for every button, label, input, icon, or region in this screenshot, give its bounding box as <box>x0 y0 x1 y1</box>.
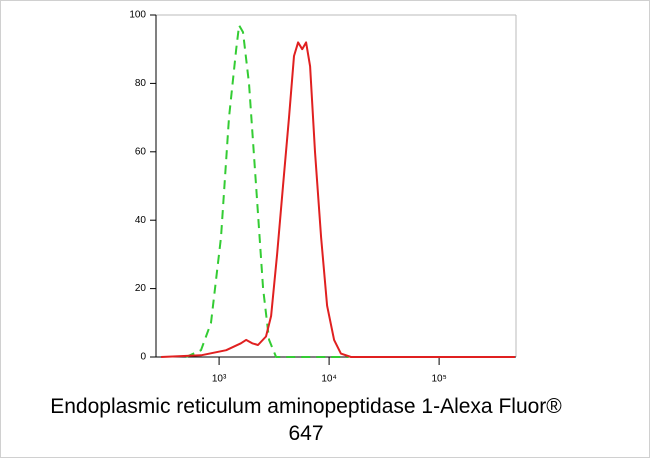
y-tick-label: 40 <box>135 215 147 226</box>
x-tick-label: 10³ <box>212 374 227 385</box>
chart: 0 20 40 60 80 100 10³ 10⁴ 10⁵ <box>129 10 517 385</box>
y-tick-label: 60 <box>135 146 147 157</box>
y-tick-label: 0 <box>140 352 146 363</box>
series-line <box>161 41 515 358</box>
y-tick-label: 80 <box>135 78 147 89</box>
x-tick-label: 10⁵ <box>431 374 446 385</box>
series-line <box>185 24 349 358</box>
y-tick-label: 20 <box>135 283 147 294</box>
y-tick-label: 100 <box>129 10 146 21</box>
x-axis-label: Endoplasmic reticulum aminopeptidase 1-A… <box>50 395 562 445</box>
x-tick-label: 10⁴ <box>321 374 336 385</box>
